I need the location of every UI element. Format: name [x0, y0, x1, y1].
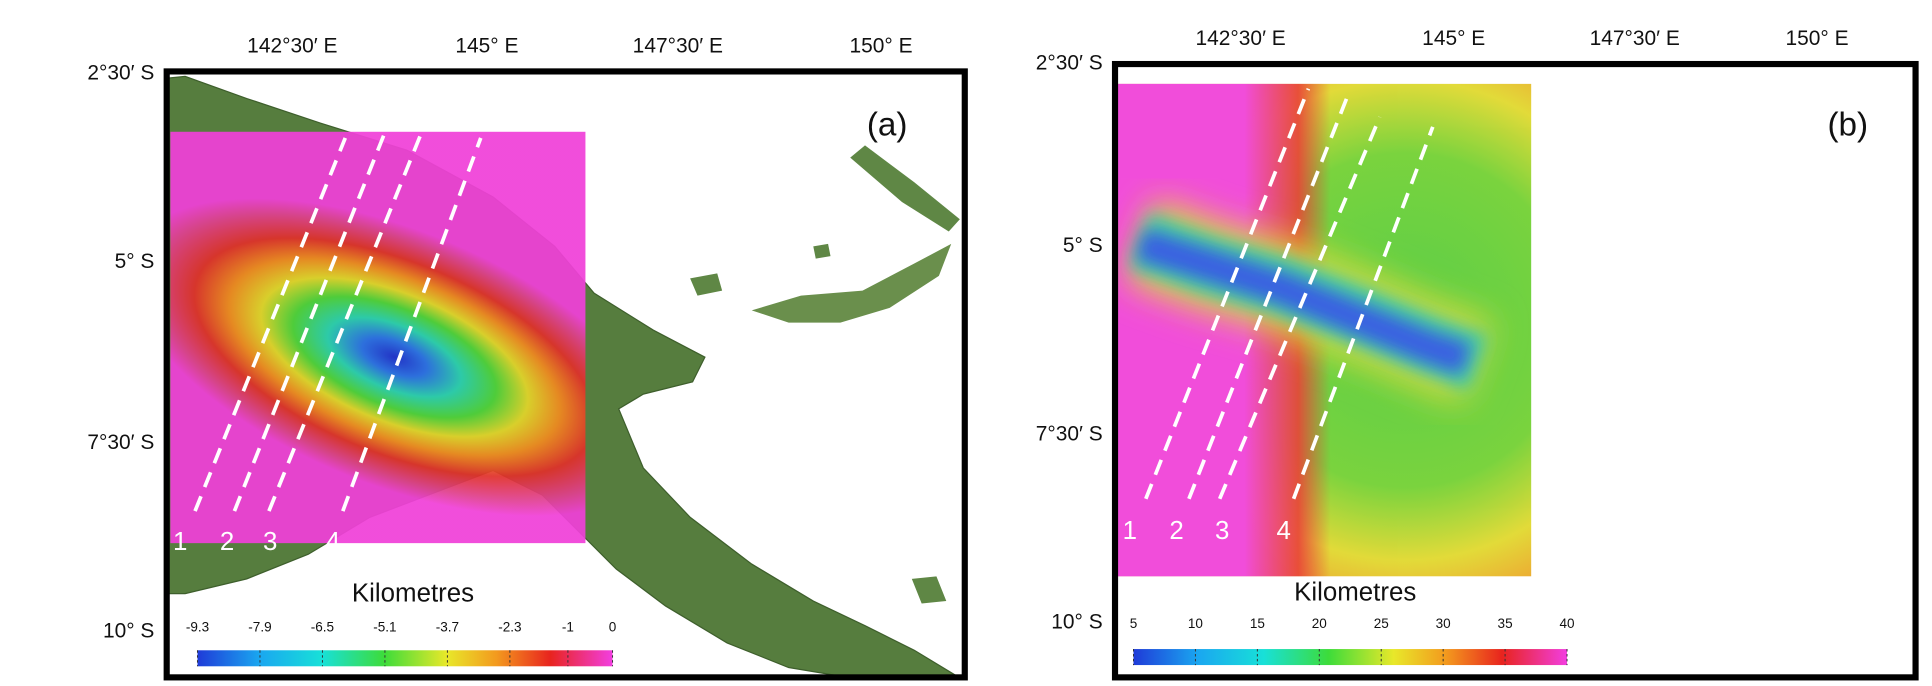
longitude-label: 142°30′ E — [1196, 27, 1286, 50]
colorbar-tick-label: 25 — [1374, 616, 1389, 631]
colorbar-tick-label: -6.5 — [311, 620, 334, 635]
profile-number: 4 — [1277, 517, 1291, 545]
latitude-label: 2°30′ S — [1036, 52, 1103, 75]
panel-b — [1109, 64, 1916, 677]
latitude-label: 10° S — [103, 619, 154, 642]
colorbar-tick-label: 40 — [1559, 616, 1574, 631]
longitude-label: 150° E — [1786, 27, 1849, 50]
colorbar-tick-label: -3.7 — [436, 620, 459, 635]
longitude-label: 147°30′ E — [1590, 27, 1680, 50]
panel-a — [161, 71, 965, 679]
profile-number: 4 — [326, 528, 340, 556]
colorbar-label: Kilometres — [1294, 578, 1416, 606]
figure: 142°30′ E 145° E 147°30′ E 150° E 2°30′ S 5° … — [0, 0, 1932, 686]
profile-number: 3 — [1215, 517, 1229, 545]
latitude-label: 7°30′ S — [87, 431, 154, 454]
longitude-label: 145° E — [455, 34, 518, 57]
latitude-label: 5° S — [1063, 234, 1103, 257]
panel-label: (a) — [867, 107, 908, 144]
depth-overlay — [170, 132, 585, 543]
colorbar-tick-label: 10 — [1188, 616, 1203, 631]
colorbar-tick-label: -9.3 — [186, 620, 209, 635]
colorbar-tick-label: 20 — [1312, 616, 1327, 631]
latitude-label: 7°30′ S — [1036, 422, 1103, 445]
profile-number: 1 — [173, 528, 187, 556]
longitude-label: 145° E — [1422, 27, 1485, 50]
profile-number: 2 — [1169, 517, 1183, 545]
colorbar-tick-label: 30 — [1436, 616, 1451, 631]
colorbar-tick-label: -5.1 — [373, 620, 396, 635]
profile-number: 3 — [263, 528, 277, 556]
colorbar-tick-label: -2.3 — [498, 620, 521, 635]
colorbar-tick-label: 35 — [1498, 616, 1513, 631]
colorbar-tick-label: 15 — [1250, 616, 1265, 631]
colorbar-label: Kilometres — [352, 580, 474, 608]
longitude-label: 147°30′ E — [633, 34, 723, 57]
colorbar — [1133, 649, 1567, 665]
latitude-label: 10° S — [1051, 611, 1102, 634]
page: {"panels": [ {"label": "(a)", "lon_label… — [0, 0, 1932, 686]
panel-label: (b) — [1828, 107, 1869, 144]
colorbar-tick-label: 5 — [1130, 616, 1138, 631]
colorbar-tick-label: 0 — [609, 620, 617, 635]
latitude-label: 5° S — [115, 250, 155, 273]
profile-number: 1 — [1123, 517, 1137, 545]
colorbar-tick-label: -1 — [562, 620, 574, 635]
longitude-label: 150° E — [849, 34, 912, 57]
profile-number: 2 — [220, 528, 234, 556]
longitude-label: 142°30′ E — [247, 34, 337, 57]
latitude-label: 2°30′ S — [87, 61, 154, 84]
colorbar-tick-label: -7.9 — [248, 620, 271, 635]
